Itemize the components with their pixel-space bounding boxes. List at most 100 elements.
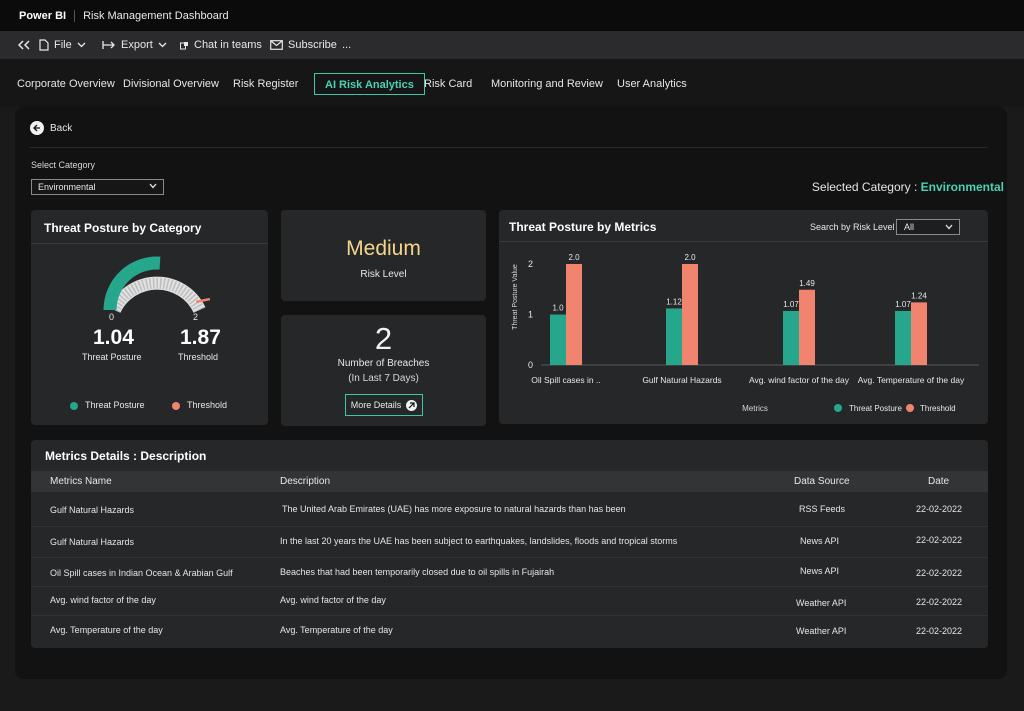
chart-x-axis-label: Metrics xyxy=(742,404,768,413)
chart-legend: Threat Posture Threshold xyxy=(834,404,956,413)
card-divider xyxy=(31,243,268,244)
threat-posture-label: Threat Posture xyxy=(82,352,142,362)
subscribe-button[interactable]: Subscribe xyxy=(270,39,337,51)
cell-description: The United Arab Emirates (UAE) has more … xyxy=(282,504,626,514)
breaches-card: 2 Number of Breaches (In Last 7 Days) xyxy=(281,315,486,426)
category-dropdown[interactable]: Environmental xyxy=(31,179,164,195)
collapse-nav-button[interactable] xyxy=(18,40,30,50)
file-menu[interactable]: File xyxy=(39,39,86,51)
risk-level-dropdown[interactable]: All xyxy=(896,219,960,235)
page-tabs: Corporate Overview Divisional Overview R… xyxy=(0,59,1024,107)
chat-label: Chat in teams xyxy=(194,39,262,51)
chart-bar-threat-posture xyxy=(783,310,799,365)
chart-bar-threshold xyxy=(566,264,582,365)
double-chevron-left-icon xyxy=(18,40,30,50)
table-row[interactable]: Gulf Natural Hazards In the last 20 year… xyxy=(31,527,988,558)
breaches-count: 2 xyxy=(374,321,393,356)
cell-description: Avg. Temperature of the day xyxy=(280,625,393,635)
chevron-down-icon xyxy=(149,183,157,189)
cell-date: 22-02-2022 xyxy=(916,568,963,578)
table-row[interactable]: Oil Spill cases in Indian Ocean & Arabia… xyxy=(31,558,988,587)
chevron-down-icon xyxy=(158,42,167,48)
tab-ai-risk-analytics[interactable]: AI Risk Analytics xyxy=(314,73,425,95)
chart-x-tick-label: Oil Spill cases in .. xyxy=(531,375,600,385)
report-title: Risk Management Dashboard xyxy=(83,9,229,22)
toolbar: File Export Chat in teams Subscribe ... xyxy=(0,31,1024,59)
chart-x-tick-label: Avg. Temperature of the day xyxy=(858,375,965,385)
chart-y-tick-label: 0 xyxy=(528,360,533,370)
threat-by-category-card: Threat Posture by Category 0 2 1.04 Thre… xyxy=(31,210,268,425)
chart-data-label: 2.0 xyxy=(684,253,696,262)
gauge-min-label: 0 xyxy=(109,312,115,322)
cell-description: Beaches that had been temporarily closed… xyxy=(280,567,555,577)
chart-bar-threshold xyxy=(799,289,815,365)
cell-metrics-name: Gulf Natural Hazards xyxy=(50,537,135,547)
back-button[interactable]: Back xyxy=(30,121,72,135)
table-row[interactable]: Avg. wind factor of the day Avg. wind fa… xyxy=(31,587,988,616)
chart-data-label: 1.12 xyxy=(666,297,682,306)
more-details-button[interactable]: More Details xyxy=(345,394,423,416)
tab-divisional-overview[interactable]: Divisional Overview xyxy=(123,78,219,90)
table-row[interactable]: Gulf Natural Hazards The United Arab Emi… xyxy=(31,492,988,527)
category-dropdown-value: Environmental xyxy=(38,182,96,192)
chart-bar-threshold xyxy=(911,302,927,365)
threshold-value: 1.87 xyxy=(180,326,221,349)
legend-swatch-threshold xyxy=(906,404,914,412)
gauge-max-label: 2 xyxy=(193,312,199,322)
select-category-label: Select Category xyxy=(31,160,96,170)
selected-category-value: Environmental xyxy=(920,180,1004,194)
cell-metrics-name: Oil Spill cases in Indian Ocean & Arabia… xyxy=(50,568,233,578)
mail-icon xyxy=(270,40,283,50)
threshold-label: Threshold xyxy=(178,352,219,362)
column-header-metrics-name[interactable]: Metrics Name xyxy=(50,476,112,487)
tab-monitoring-and-review[interactable]: Monitoring and Review xyxy=(491,78,603,90)
cell-metrics-name: Avg. wind factor of the day xyxy=(50,595,156,605)
table-header: Metrics Name Description Data Source Dat… xyxy=(31,471,988,492)
legend-item-threshold: Threshold xyxy=(172,400,227,410)
breaches-sublabel: (In Last 7 Days) xyxy=(348,373,419,384)
tab-risk-card[interactable]: Risk Card xyxy=(424,78,473,90)
chart-data-label: 1.0 xyxy=(552,304,564,313)
cell-data-source: RSS Feeds xyxy=(799,504,846,514)
export-icon xyxy=(102,41,115,49)
column-header-date[interactable]: Date xyxy=(928,476,950,487)
cell-date: 22-02-2022 xyxy=(916,504,963,514)
file-label: File xyxy=(54,39,72,51)
export-menu[interactable]: Export xyxy=(102,39,167,51)
legend-label: Threat Posture xyxy=(85,400,145,410)
legend-label: Threshold xyxy=(187,400,228,410)
tab-risk-register[interactable]: Risk Register xyxy=(233,78,299,90)
column-header-description[interactable]: Description xyxy=(280,476,331,487)
selected-category-display: Selected Category : Environmental xyxy=(812,180,1004,194)
chart-bar-threat-posture xyxy=(550,314,566,365)
chart-data-label: 1.07 xyxy=(895,300,911,309)
chart-y-axis-label: Threat Posture Value xyxy=(512,264,519,330)
legend-label-threshold: Threshold xyxy=(920,404,956,413)
threat-by-metrics-title: Threat Posture by Metrics xyxy=(509,220,657,234)
cell-metrics-name: Avg. Temperature of the day xyxy=(50,625,163,635)
gauge-threshold-marker xyxy=(195,297,211,304)
chart-data-label: 1.24 xyxy=(911,291,927,300)
table-row[interactable]: Avg. Temperature of the day Avg. Tempera… xyxy=(31,616,988,645)
chat-in-teams-button[interactable]: Chat in teams xyxy=(180,39,262,51)
risk-level-search-label: Search by Risk Level xyxy=(810,222,895,232)
chart-bar-threat-posture xyxy=(895,310,911,365)
gauge-chart xyxy=(103,256,211,314)
tab-corporate-overview[interactable]: Corporate Overview xyxy=(17,78,115,90)
cell-description: Avg. wind factor of the day xyxy=(280,595,386,605)
threat-posture-value: 1.04 xyxy=(93,326,134,349)
cell-data-source: Weather API xyxy=(796,626,847,636)
legend-label-threat-posture: Threat Posture xyxy=(849,404,902,413)
cell-date: 22-02-2022 xyxy=(916,626,963,636)
more-details-label: More Details xyxy=(350,400,402,410)
tab-user-analytics[interactable]: User Analytics xyxy=(617,78,687,90)
subscribe-label: Subscribe xyxy=(288,39,337,51)
arrow-left-icon xyxy=(30,121,44,135)
threat-by-metrics-chart: 2 1 0 1.0 2.0 Oil Spill cases in .. 1.12 2.0 Gul… xyxy=(512,253,979,413)
column-header-data-source[interactable]: Data Source xyxy=(794,476,850,487)
more-options-button[interactable]: ... xyxy=(342,39,351,51)
chevron-down-icon xyxy=(77,42,86,48)
selected-category-prefix: Selected Category : xyxy=(811,180,918,194)
chart-bar-threshold xyxy=(682,264,698,365)
cell-date: 22-02-2022 xyxy=(916,597,963,607)
